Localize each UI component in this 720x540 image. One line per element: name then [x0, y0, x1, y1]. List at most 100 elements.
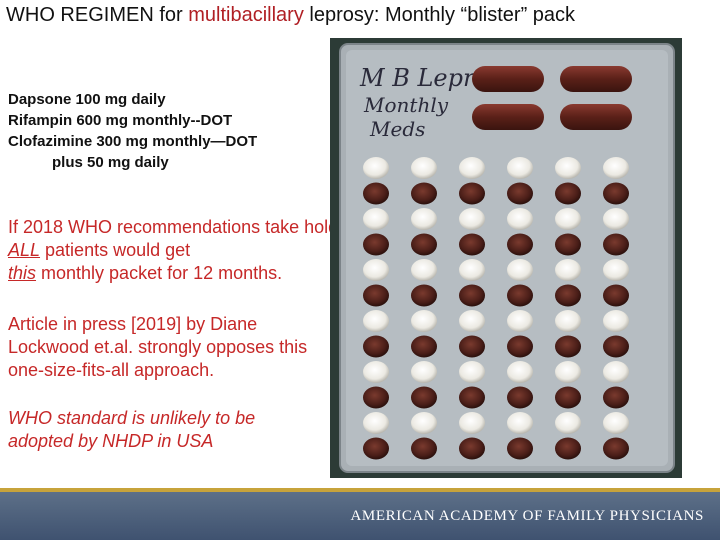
clofazimine-pill — [555, 335, 581, 358]
rifampin-capsule-2 — [560, 66, 632, 92]
clofazimine-pill — [411, 233, 437, 256]
clofazimine-capsule-2 — [560, 104, 632, 130]
clofazimine-pill — [363, 182, 389, 205]
regimen-line-dapsone: Dapsone 100 mg daily — [8, 91, 166, 108]
clofazimine-pill — [363, 284, 389, 307]
dapsone-pill — [555, 310, 581, 332]
dapsone-pill — [603, 259, 629, 281]
footer-bar: AMERICAN ACADEMY OF FAMILY PHYSICIANS — [0, 488, 720, 540]
dapsone-pill — [363, 412, 389, 434]
dapsone-pill — [603, 310, 629, 332]
clofazimine-capsule-1 — [472, 104, 544, 130]
rec-line-1: If 2018 WHO recommendations take hold, — [8, 217, 344, 237]
regimen-list: Dapsone 100 mg daily Rifampin 600 mg mon… — [8, 89, 257, 173]
dapsone-pill — [411, 157, 437, 179]
nhdp-paragraph: WHO standard is unlikely to be adopted b… — [8, 408, 256, 451]
rifampin-capsule-1 — [472, 66, 544, 92]
clofazimine-pill — [459, 182, 485, 205]
dapsone-pill — [603, 361, 629, 383]
blister-pack-image: M B Leprosy Monthly Meds — [330, 38, 682, 478]
dapsone-pill — [603, 412, 629, 434]
label-line-3: Meds — [369, 117, 425, 141]
dapsone-pill — [411, 361, 437, 383]
title-text-start: WHO REGIMEN for — [6, 4, 189, 26]
dapsone-pill — [363, 259, 389, 281]
dapsone-pill — [507, 310, 533, 332]
clofazimine-pill — [459, 437, 485, 460]
clofazimine-pill — [555, 233, 581, 256]
clofazimine-pill — [555, 284, 581, 307]
dapsone-pill — [507, 259, 533, 281]
dapsone-pill — [411, 208, 437, 230]
clofazimine-pill — [363, 437, 389, 460]
blister-pack-photo: M B Leprosy Monthly Meds — [330, 38, 682, 478]
dapsone-pill — [555, 412, 581, 434]
footer-organization: AMERICAN ACADEMY OF FAMILY PHYSICIANS — [350, 508, 704, 524]
clofazimine-pill — [507, 182, 533, 205]
title-highlight: multibacillary — [188, 4, 304, 26]
dapsone-pill — [555, 157, 581, 179]
clofazimine-pill — [363, 335, 389, 358]
clofazimine-pill — [555, 437, 581, 460]
dapsone-pill — [507, 157, 533, 179]
clofazimine-pill — [411, 386, 437, 409]
clofazimine-pill — [603, 386, 629, 409]
dapsone-pill — [459, 259, 485, 281]
clofazimine-pill — [555, 386, 581, 409]
clofazimine-pill — [507, 284, 533, 307]
rec-line-2: ALL patients would get — [8, 239, 343, 262]
clofazimine-pill — [507, 335, 533, 358]
clofazimine-pill — [507, 437, 533, 460]
clofazimine-pill — [603, 182, 629, 205]
dapsone-pill — [459, 310, 485, 332]
dapsone-pill — [363, 157, 389, 179]
dapsone-pill — [459, 208, 485, 230]
clofazimine-pill — [507, 386, 533, 409]
clofazimine-pill — [507, 233, 533, 256]
pill-grid — [363, 157, 629, 460]
dapsone-pill — [363, 208, 389, 230]
article-paragraph: Article in press [2019] by Diane Lockwoo… — [8, 314, 308, 380]
dapsone-pill — [363, 361, 389, 383]
clofazimine-pill — [459, 335, 485, 358]
rec-line-3-rest: monthly packet for 12 months. — [36, 263, 283, 283]
clofazimine-pill — [363, 386, 389, 409]
clofazimine-pill — [459, 233, 485, 256]
dapsone-pill — [363, 310, 389, 332]
rec-all-emphasis: ALL — [8, 240, 41, 260]
dapsone-pill — [459, 412, 485, 434]
dapsone-pill — [459, 157, 485, 179]
dapsone-pill — [411, 310, 437, 332]
dapsone-pill — [507, 208, 533, 230]
rec-this-emphasis: this — [8, 263, 37, 283]
clofazimine-pill — [363, 233, 389, 256]
dapsone-pill — [459, 361, 485, 383]
title-text-end: leprosy: Monthly “blister” pack — [303, 4, 576, 26]
clofazimine-pill — [411, 284, 437, 307]
slide-title: WHO REGIMEN for multibacillary leprosy: … — [6, 4, 575, 27]
clofazimine-pill — [459, 284, 485, 307]
rec-line-3: this monthly packet for 12 months. — [8, 262, 343, 285]
clofazimine-pill — [411, 182, 437, 205]
dapsone-pill — [411, 412, 437, 434]
dapsone-pill — [507, 412, 533, 434]
clofazimine-pill — [603, 335, 629, 358]
dapsone-pill — [507, 361, 533, 383]
dapsone-pill — [411, 259, 437, 281]
regimen-line-daily-plus: plus 50 mg daily — [52, 154, 169, 171]
clofazimine-pill — [411, 437, 437, 460]
regimen-line-rifampin: Rifampin 600 mg monthly--DOT — [8, 112, 233, 129]
dapsone-pill — [603, 208, 629, 230]
clofazimine-pill — [459, 386, 485, 409]
dapsone-pill — [555, 361, 581, 383]
clofazimine-pill — [603, 284, 629, 307]
clofazimine-pill — [603, 233, 629, 256]
dapsone-pill — [603, 157, 629, 179]
dapsone-pill — [555, 259, 581, 281]
regimen-line-clofazimine: Clofazimine 300 mg monthly—DOT — [8, 133, 258, 150]
clofazimine-pill — [555, 182, 581, 205]
clofazimine-pill — [411, 335, 437, 358]
recommendation-paragraph: If 2018 WHO recommendations take hold, A… — [8, 216, 343, 285]
clofazimine-pill — [603, 437, 629, 460]
label-line-2: Monthly — [363, 93, 449, 117]
